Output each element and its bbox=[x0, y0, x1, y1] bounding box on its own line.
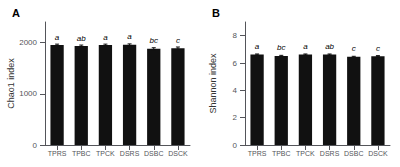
svg-text:DSRS: DSRS bbox=[120, 150, 140, 157]
svg-text:A: A bbox=[12, 7, 20, 19]
svg-text:TPCK: TPCK bbox=[96, 150, 115, 157]
svg-text:0: 0 bbox=[33, 141, 38, 150]
svg-text:1000: 1000 bbox=[19, 89, 37, 98]
svg-text:TPRS: TPRS bbox=[248, 150, 267, 157]
svg-text:Chao1 index: Chao1 index bbox=[6, 58, 16, 109]
svg-text:6: 6 bbox=[233, 59, 238, 68]
svg-text:8: 8 bbox=[233, 31, 238, 40]
svg-text:B: B bbox=[212, 7, 220, 19]
svg-text:2000: 2000 bbox=[19, 38, 37, 47]
svg-text:c: c bbox=[376, 44, 380, 53]
svg-text:DSBC: DSBC bbox=[344, 150, 363, 157]
svg-text:a: a bbox=[255, 42, 260, 51]
svg-text:DSCK: DSCK bbox=[368, 150, 388, 157]
svg-text:c: c bbox=[352, 44, 356, 53]
svg-text:2: 2 bbox=[233, 113, 238, 122]
svg-text:4: 4 bbox=[233, 86, 238, 95]
svg-text:c: c bbox=[176, 36, 180, 45]
svg-text:bc: bc bbox=[150, 36, 158, 45]
svg-text:ab: ab bbox=[325, 42, 334, 51]
svg-text:a: a bbox=[103, 33, 108, 42]
svg-text:bc: bc bbox=[277, 43, 285, 52]
svg-text:a: a bbox=[55, 33, 60, 42]
svg-text:TPBC: TPBC bbox=[272, 150, 291, 157]
svg-text:DSRS: DSRS bbox=[320, 150, 340, 157]
svg-text:DSBC: DSBC bbox=[144, 150, 163, 157]
svg-text:DSCK: DSCK bbox=[168, 150, 188, 157]
svg-text:Shannon index: Shannon index bbox=[208, 53, 218, 114]
svg-text:TPCK: TPCK bbox=[296, 150, 315, 157]
svg-text:TPBC: TPBC bbox=[72, 150, 91, 157]
svg-text:a: a bbox=[127, 32, 132, 41]
svg-text:a: a bbox=[303, 42, 308, 51]
svg-text:TPRS: TPRS bbox=[48, 150, 67, 157]
svg-text:0: 0 bbox=[233, 141, 238, 150]
svg-text:ab: ab bbox=[77, 34, 86, 43]
